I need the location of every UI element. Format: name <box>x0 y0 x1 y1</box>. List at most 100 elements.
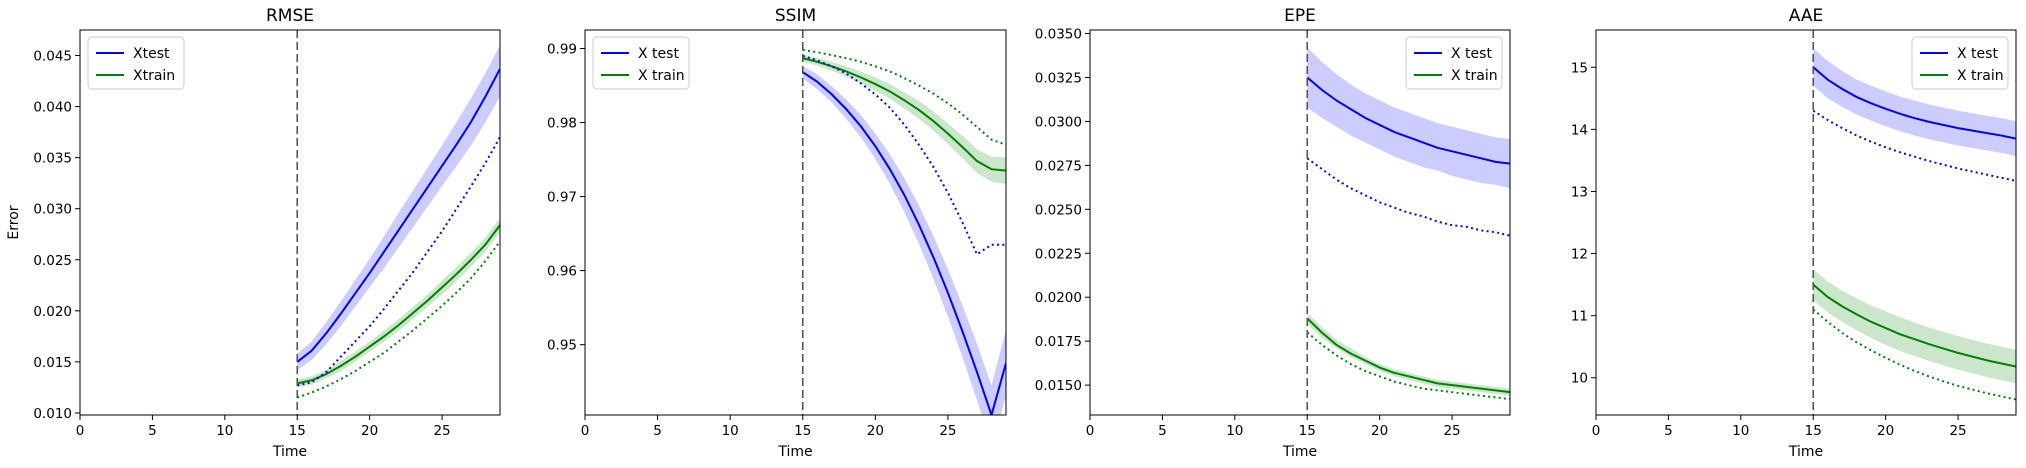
y-tick-label: 0.0200 <box>1035 290 1082 306</box>
legend: X test X train <box>1911 36 2009 90</box>
x-tick-label: 15 <box>289 423 306 439</box>
axes-frame <box>1089 29 1511 416</box>
legend-label: Xtest <box>133 46 170 62</box>
y-tick-label: 10 <box>1571 371 1588 387</box>
dotted-reference-line-3 <box>802 49 1006 146</box>
x-tick-label: 20 <box>1371 423 1388 439</box>
dotted-reference-line-2 <box>1812 109 2016 182</box>
y-tick-label: 15 <box>1571 60 1588 76</box>
legend-label: Xtrain <box>133 68 175 84</box>
confidence-band-x-train <box>1813 269 2016 384</box>
y-tick-label: 0.96 <box>547 264 577 280</box>
x-tick-label: 0 <box>76 423 85 439</box>
x-tick-label: 5 <box>148 423 157 439</box>
series-line-xtest <box>296 68 500 363</box>
series-line-x-train <box>1306 317 1510 394</box>
y-tick-label: 0.035 <box>33 151 72 167</box>
y-tick-label: 0.0350 <box>1035 27 1082 43</box>
y-tick-label: 0.020 <box>33 304 72 320</box>
x-axis-label: Time <box>272 444 307 460</box>
x-tick-label: 20 <box>867 423 884 439</box>
subplot-aae: 0 5 10 15 20 25 10 11 12 13 14 15 AAE Time X test X tra… <box>1571 6 2017 460</box>
axes-frame <box>1595 29 2017 416</box>
x-tick-label: 5 <box>1158 423 1167 439</box>
y-tick-label: 0.97 <box>547 190 577 206</box>
panel-title: EPE <box>1284 6 1316 26</box>
panel-title: SSIM <box>775 6 816 26</box>
legend-label: X test <box>638 46 679 62</box>
x-tick-label: 15 <box>1299 423 1316 439</box>
y-tick-label: 0.0175 <box>1035 334 1082 350</box>
y-tick-label: 0.030 <box>33 202 72 218</box>
subplot-ssim: 0 5 10 15 20 25 0.95 0.96 0.97 0.98 0.99 SSIM Time X … <box>547 6 1007 460</box>
legend: Xtest Xtrain <box>87 36 185 90</box>
y-tick-label: 0.0300 <box>1035 114 1082 130</box>
dotted-reference-line-3 <box>1306 331 1510 401</box>
y-tick-label: 12 <box>1571 247 1588 263</box>
series-line-x-test <box>802 71 1006 415</box>
series-line-x-train <box>1812 283 2016 368</box>
x-tick-label: 5 <box>653 423 662 439</box>
series-line-x-test <box>1812 66 2016 140</box>
y-tick-label: 13 <box>1571 184 1588 200</box>
y-tick-label: 11 <box>1571 309 1588 325</box>
series-line-xtrain <box>297 224 500 385</box>
x-tick-label: 25 <box>1443 423 1460 439</box>
x-axis-label: Time <box>777 444 812 460</box>
x-tick-label: 10 <box>1732 423 1749 439</box>
y-tick-label: 0.040 <box>33 100 72 116</box>
y-tick-label: 14 <box>1571 122 1588 138</box>
panel-title: AAE <box>1789 6 1823 26</box>
y-tick-label: 0.010 <box>33 406 72 422</box>
x-tick-label: 15 <box>1805 423 1822 439</box>
axes-frame <box>79 29 501 416</box>
x-tick-label: 15 <box>794 423 811 439</box>
plot-area <box>296 45 500 399</box>
legend: X test X train <box>592 36 690 90</box>
subplot-rmse: 0 5 10 15 20 25 0.010 0.015 0.020 0.025 0.030 0.035… <box>6 6 501 460</box>
plot-area <box>1306 47 1510 401</box>
series-line-x-test <box>1306 76 1510 165</box>
y-tick-label: 0.0275 <box>1035 158 1082 174</box>
legend-label: X train <box>1451 68 1498 84</box>
x-tick-label: 25 <box>433 423 450 439</box>
dotted-reference-line-2 <box>1306 157 1510 237</box>
x-tick-label: 5 <box>1664 423 1673 439</box>
legend-label: X test <box>1957 46 1998 62</box>
legend-label: X train <box>1957 68 2004 84</box>
x-tick-label: 0 <box>1086 423 1095 439</box>
confidence-band-x-test <box>802 66 1006 415</box>
x-axis-label: Time <box>1282 444 1317 460</box>
x-tick-label: 10 <box>216 423 233 439</box>
plot-area <box>802 49 1006 415</box>
y-axis-label: Error <box>6 205 22 239</box>
series-line-x-train <box>802 57 1006 172</box>
dotted-reference-line-2 <box>297 136 500 387</box>
y-tick-label: 0.0325 <box>1035 70 1082 86</box>
x-tick-label: 0 <box>581 423 590 439</box>
x-tick-label: 20 <box>361 423 378 439</box>
plot-area <box>1812 48 2016 401</box>
x-axis-label: Time <box>1788 444 1823 460</box>
x-tick-label: 25 <box>1949 423 1966 439</box>
y-tick-label: 0.025 <box>33 253 72 269</box>
subplot-epe: 0 5 10 15 20 25 0.0150 0.0175 0.0200 0.0225 0.0250… <box>1035 6 1511 460</box>
legend-label: X test <box>1451 46 1492 62</box>
x-tick-label: 10 <box>1226 423 1243 439</box>
y-tick-label: 0.0225 <box>1035 246 1082 262</box>
x-tick-label: 20 <box>1877 423 1894 439</box>
subplot-grid: 0 5 10 15 20 25 0.010 0.015 0.020 0.025 0.030 0.035… <box>6 6 2017 460</box>
dotted-reference-line-3 <box>1812 308 2016 401</box>
y-tick-label: 0.0250 <box>1035 202 1082 218</box>
y-tick-label: 0.0150 <box>1035 378 1082 394</box>
y-tick-label: 0.015 <box>33 355 72 371</box>
x-tick-label: 25 <box>939 423 956 439</box>
y-tick-label: 0.95 <box>547 338 577 354</box>
y-tick-label: 0.99 <box>547 42 577 58</box>
y-tick-label: 0.045 <box>33 49 72 65</box>
legend-label: X train <box>638 68 685 84</box>
y-tick-label: 0.98 <box>547 116 577 132</box>
x-tick-label: 10 <box>722 423 739 439</box>
panel-title: RMSE <box>266 6 314 26</box>
